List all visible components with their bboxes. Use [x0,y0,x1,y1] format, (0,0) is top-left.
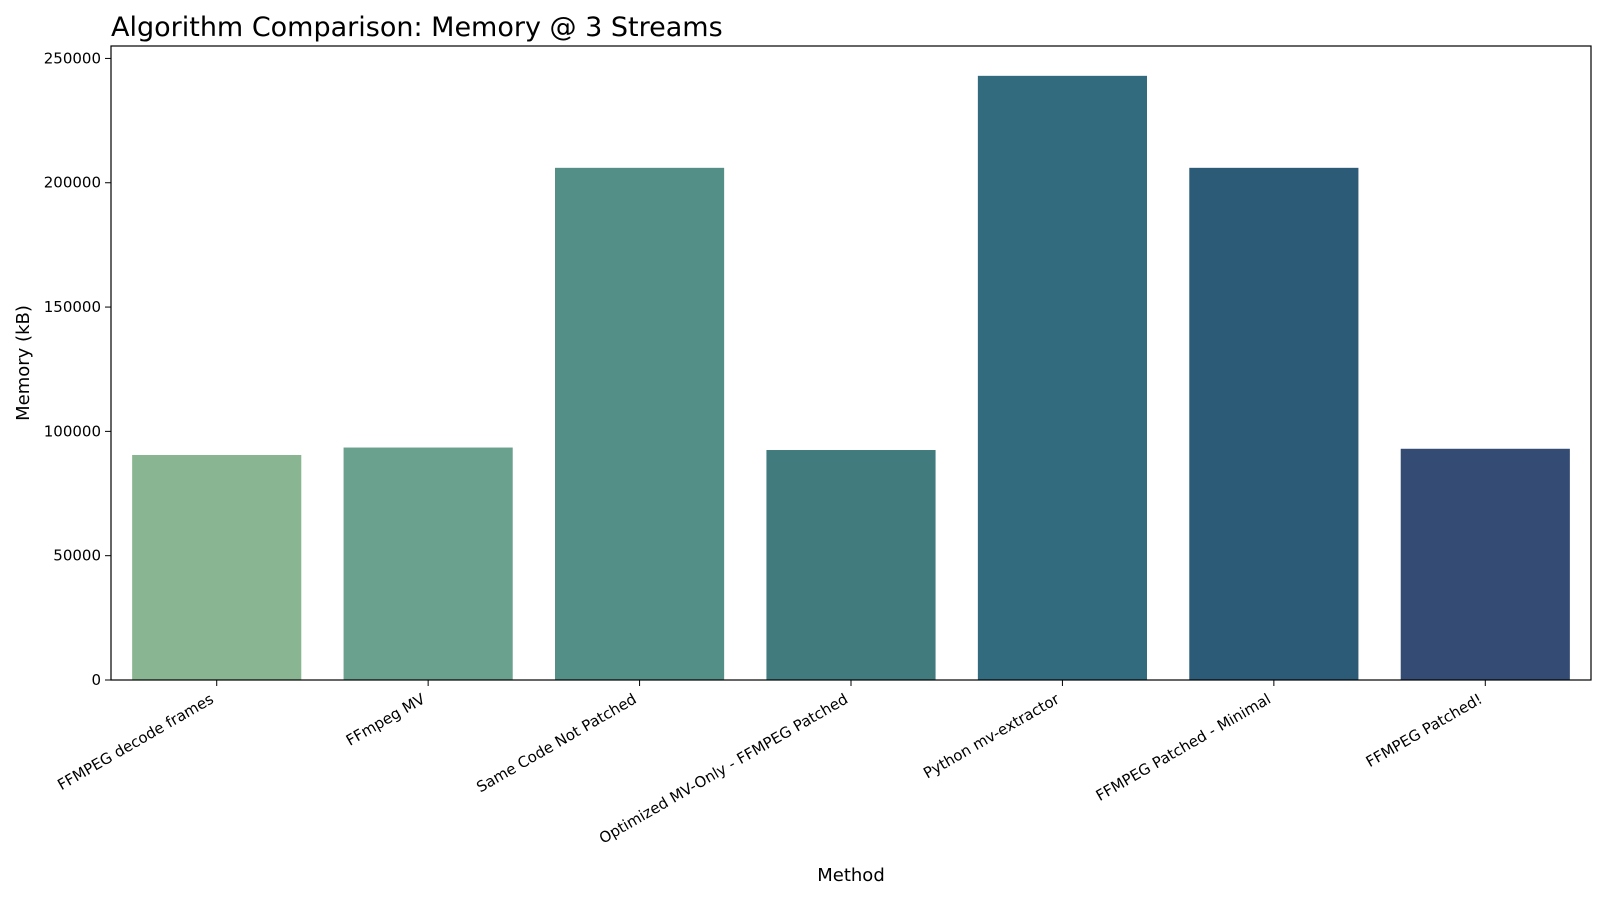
x-axis-title: Method [817,865,885,886]
y-tick-label: 100000 [44,422,101,440]
x-tick-label: FFmpeg MV [343,690,429,750]
y-tick-label: 250000 [44,49,101,67]
bars-group [132,75,1570,680]
x-tick-label: Optimized MV-Only - FFMPEG Patched [596,690,851,848]
x-tick-label: FFMPEG Patched - Minimal [1093,690,1274,805]
x-tick-label: Same Code Not Patched [473,690,639,796]
y-tick-label: 200000 [44,174,101,192]
x-tick-label: Python mv-extractor [920,689,1063,782]
x-tick-label: FFMPEG Patched! [1363,690,1486,771]
x-tick-label: FFMPEG decode frames [54,690,217,794]
y-axis-title: Memory (kB) [13,305,34,421]
bar-7 [1400,448,1570,680]
bar-2 [343,447,513,680]
bar-5 [977,75,1147,680]
bar-1 [132,454,302,680]
chart-title: Algorithm Comparison: Memory @ 3 Streams [111,12,723,43]
y-axis: 0 50000 100000 150000 200000 250000 [44,49,111,689]
y-tick-label: 150000 [44,298,101,316]
y-tick-label: 50000 [53,547,101,565]
bar-3 [555,167,725,680]
bar-4 [766,450,936,680]
x-axis: FFMPEG decode frames FFmpeg MV Same Code N… [54,680,1486,848]
y-tick-label: 0 [91,671,101,689]
plot-frame [110,45,1592,681]
bar-6 [1189,167,1359,680]
